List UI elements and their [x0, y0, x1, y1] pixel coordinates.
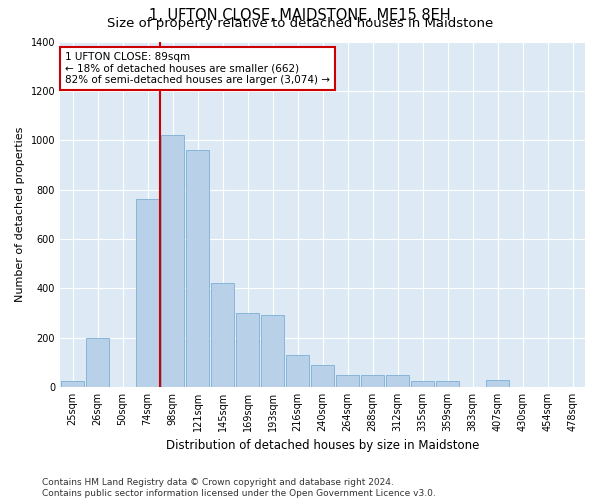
- Text: Size of property relative to detached houses in Maidstone: Size of property relative to detached ho…: [107, 18, 493, 30]
- Bar: [86, 338, 109, 387]
- Bar: [486, 380, 509, 387]
- Bar: [311, 365, 334, 387]
- Bar: [286, 355, 309, 387]
- X-axis label: Distribution of detached houses by size in Maidstone: Distribution of detached houses by size …: [166, 440, 479, 452]
- Bar: [186, 150, 209, 387]
- Text: 1, UFTON CLOSE, MAIDSTONE, ME15 8EH: 1, UFTON CLOSE, MAIDSTONE, ME15 8EH: [149, 8, 451, 22]
- Bar: [136, 200, 159, 387]
- Text: 1 UFTON CLOSE: 89sqm
← 18% of detached houses are smaller (662)
82% of semi-deta: 1 UFTON CLOSE: 89sqm ← 18% of detached h…: [65, 52, 330, 85]
- Bar: [161, 136, 184, 387]
- Bar: [411, 381, 434, 387]
- Bar: [361, 374, 384, 387]
- Bar: [261, 316, 284, 387]
- Bar: [336, 374, 359, 387]
- Bar: [211, 284, 234, 387]
- Bar: [386, 374, 409, 387]
- Bar: [61, 381, 84, 387]
- Bar: [236, 313, 259, 387]
- Text: Contains HM Land Registry data © Crown copyright and database right 2024.
Contai: Contains HM Land Registry data © Crown c…: [42, 478, 436, 498]
- Bar: [436, 381, 459, 387]
- Y-axis label: Number of detached properties: Number of detached properties: [15, 126, 25, 302]
